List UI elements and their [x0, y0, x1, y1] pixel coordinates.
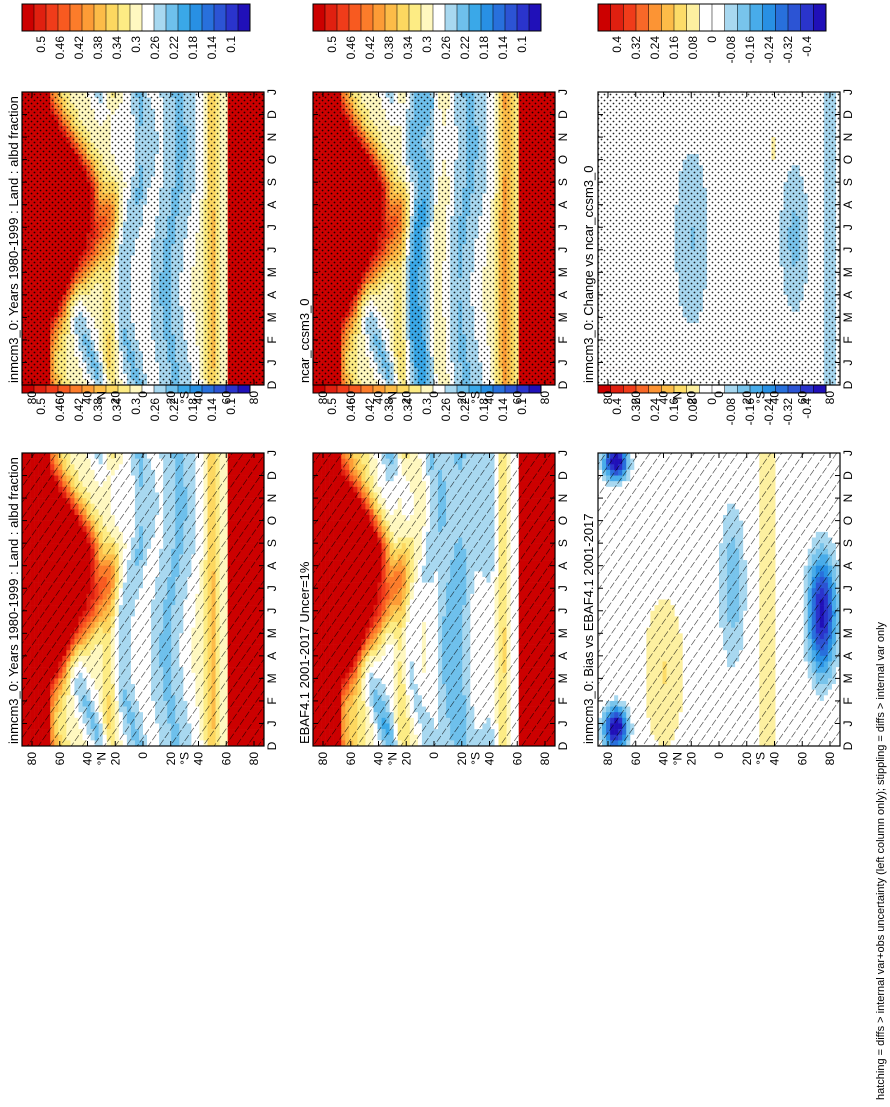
month-tick-label: A — [265, 652, 279, 660]
month-tick-label: N — [265, 494, 279, 503]
colorbar-label: 0.42 — [72, 398, 86, 422]
lat-tick-label: 80 — [25, 752, 39, 766]
panel-left-top: 80 60 40 20 0 20 40 60 80 °N °S D J F M A M J J A S O N D Jinmcm… — [6, 365, 279, 766]
month-tick-label: J — [265, 450, 279, 456]
hemisphere-label-south: °S — [178, 752, 192, 765]
month-tick-label: S — [265, 539, 279, 547]
colorbar-label: 0.46 — [53, 398, 67, 422]
month-tick-label: J — [265, 720, 279, 726]
hemisphere-label-north: °N — [94, 752, 108, 765]
colorbar-label: 0.38 — [91, 398, 105, 422]
month-tick-label: J — [265, 608, 279, 614]
lat-tick-label: 0 — [136, 752, 150, 759]
colorbar-label: 0.22 — [167, 398, 181, 422]
lat-tick-label: 20 — [164, 752, 178, 766]
colorbar-label: 0.34 — [110, 398, 124, 422]
lat-tick-label: 80 — [247, 752, 261, 766]
colorbar-label: 0.3 — [129, 398, 143, 415]
lat-tick-label: 20 — [108, 752, 122, 766]
month-tick-label: M — [265, 628, 279, 638]
colorbar-label: 0.26 — [148, 398, 162, 422]
month-tick-label: D — [265, 471, 279, 480]
colorbar-label: 0.14 — [205, 398, 219, 422]
hatching-overlay — [22, 453, 264, 746]
lat-tick-label: 60 — [219, 752, 233, 766]
panel-title: inmcm3_0: Years 1980-1999 : Land : albd … — [6, 457, 21, 744]
month-tick-label: J — [265, 585, 279, 591]
month-tick-label: O — [265, 516, 279, 525]
month-tick-label: D — [265, 741, 279, 750]
lat-tick-label: 60 — [53, 752, 67, 766]
colorbar-label: 0.18 — [186, 398, 200, 422]
lat-tick-label: 40 — [81, 752, 95, 766]
month-tick-label: A — [265, 562, 279, 570]
lat-tick-label: 40 — [192, 752, 206, 766]
colorbar-label: 0.1 — [224, 398, 238, 415]
panel-left-middle: 80 60 40 20 0 20 40 60 80°N °SDJFMAMJJASONDJEBAF4… — [297, 365, 570, 765]
month-tick-label: M — [265, 673, 279, 683]
month-tick-label: F — [265, 697, 279, 704]
colorbar-label: 0.5 — [34, 398, 48, 415]
